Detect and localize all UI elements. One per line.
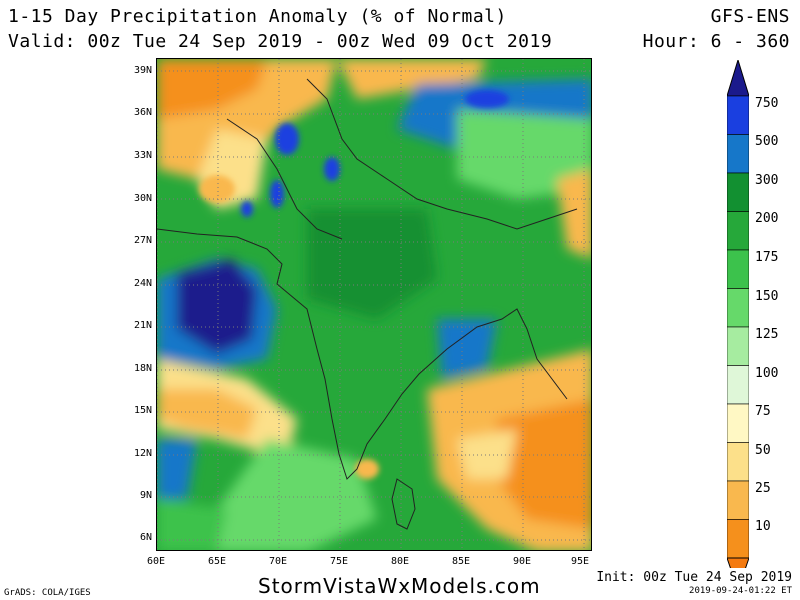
legend-label: 10: [755, 519, 771, 534]
legend-arrow-top: [727, 60, 749, 97]
wet-spot-1: [275, 123, 299, 155]
lat-label: 21N: [133, 320, 152, 331]
lat-label: 27N: [133, 235, 152, 246]
legend-swatch: [727, 326, 749, 366]
precip-anomaly-map: [156, 58, 592, 551]
southwest-wet-field: [157, 439, 197, 499]
lon-label: 95E: [570, 556, 590, 567]
legend-label: 300: [755, 173, 779, 188]
valid-period: Valid: 00z Tue 24 Sep 2019 - 00z Wed 09 …: [8, 31, 553, 52]
legend-label: 150: [755, 289, 779, 304]
lon-label: 65E: [207, 556, 227, 567]
wet-spot-2: [270, 180, 284, 208]
coastlines: [157, 78, 578, 530]
legend-label: 125: [755, 327, 779, 342]
wet-spot-5: [241, 201, 253, 217]
chart-title: 1-15 Day Precipitation Anomaly (% of Nor…: [8, 6, 507, 27]
southwest-green-field: [157, 499, 227, 550]
lat-label: 36N: [133, 107, 152, 118]
legend-swatch: [727, 442, 749, 482]
graticule: [157, 59, 591, 550]
bay-of-bengal-wet-field: [437, 319, 497, 379]
bay-light-field: [457, 429, 517, 479]
legend-swatch: [727, 365, 749, 405]
legend-label: 75: [755, 404, 771, 419]
lat-label: 24N: [133, 278, 152, 289]
legend-swatch: [727, 172, 749, 212]
legend-label: 175: [755, 250, 779, 265]
dry-spot-1: [355, 459, 379, 479]
south-light-field: [217, 439, 377, 550]
lat-label: 18N: [133, 363, 152, 374]
lon-label: 60E: [146, 556, 166, 567]
lat-label: 33N: [133, 150, 152, 161]
wet-spot-4: [324, 157, 340, 181]
color-legend: [727, 60, 749, 568]
himalaya-green-field: [457, 109, 591, 199]
legend-swatch: [727, 519, 749, 559]
northeast-dry-field: [557, 169, 591, 259]
dry-anomaly-northwest: [157, 59, 267, 119]
legend-label: 200: [755, 211, 779, 226]
legend-arrow-bottom: [727, 557, 749, 568]
legend-label: 500: [755, 134, 779, 149]
lat-label: 6N: [139, 532, 152, 543]
lon-label: 75E: [329, 556, 349, 567]
legend-label: 25: [755, 481, 771, 496]
tibet-dry-field: [337, 59, 487, 99]
lon-label: 85E: [451, 556, 471, 567]
init-time: Init: 00z Tue 24 Sep 2019: [596, 570, 792, 585]
lat-label: 30N: [133, 193, 152, 204]
map-canvas: [157, 59, 591, 550]
grads-credit: GrADS: COLA/IGES: [4, 588, 91, 598]
lat-label: 15N: [133, 405, 152, 416]
arabian-sea-dry-core: [157, 389, 257, 439]
lon-label: 90E: [512, 556, 532, 567]
bay-of-bengal-dry-core: [497, 399, 591, 529]
wet-spot-3: [465, 90, 509, 108]
legend-swatch: [727, 211, 749, 251]
lon-label: 80E: [390, 556, 410, 567]
legend-swatch: [727, 134, 749, 174]
legend-swatch: [727, 95, 749, 135]
legend-swatch: [727, 480, 749, 520]
site-watermark: StormVistaWxModels.com: [258, 574, 541, 598]
model-name: GFS-ENS: [710, 6, 790, 27]
forecast-hours: Hour: 6 - 360: [642, 31, 790, 52]
dry-spot-2: [199, 175, 235, 203]
lat-label: 9N: [139, 490, 152, 501]
arabian-sea-max-core: [177, 259, 257, 354]
legend-swatch: [727, 288, 749, 328]
legend-swatch: [727, 403, 749, 443]
legend-label: 100: [755, 366, 779, 381]
legend-label: 50: [755, 443, 771, 458]
legend-label: 750: [755, 96, 779, 111]
lat-label: 12N: [133, 448, 152, 459]
lat-label: 39N: [133, 65, 152, 76]
lon-label: 70E: [268, 556, 288, 567]
legend-swatch: [727, 249, 749, 289]
render-timestamp: 2019-09-24-01:22 ET: [689, 586, 792, 596]
